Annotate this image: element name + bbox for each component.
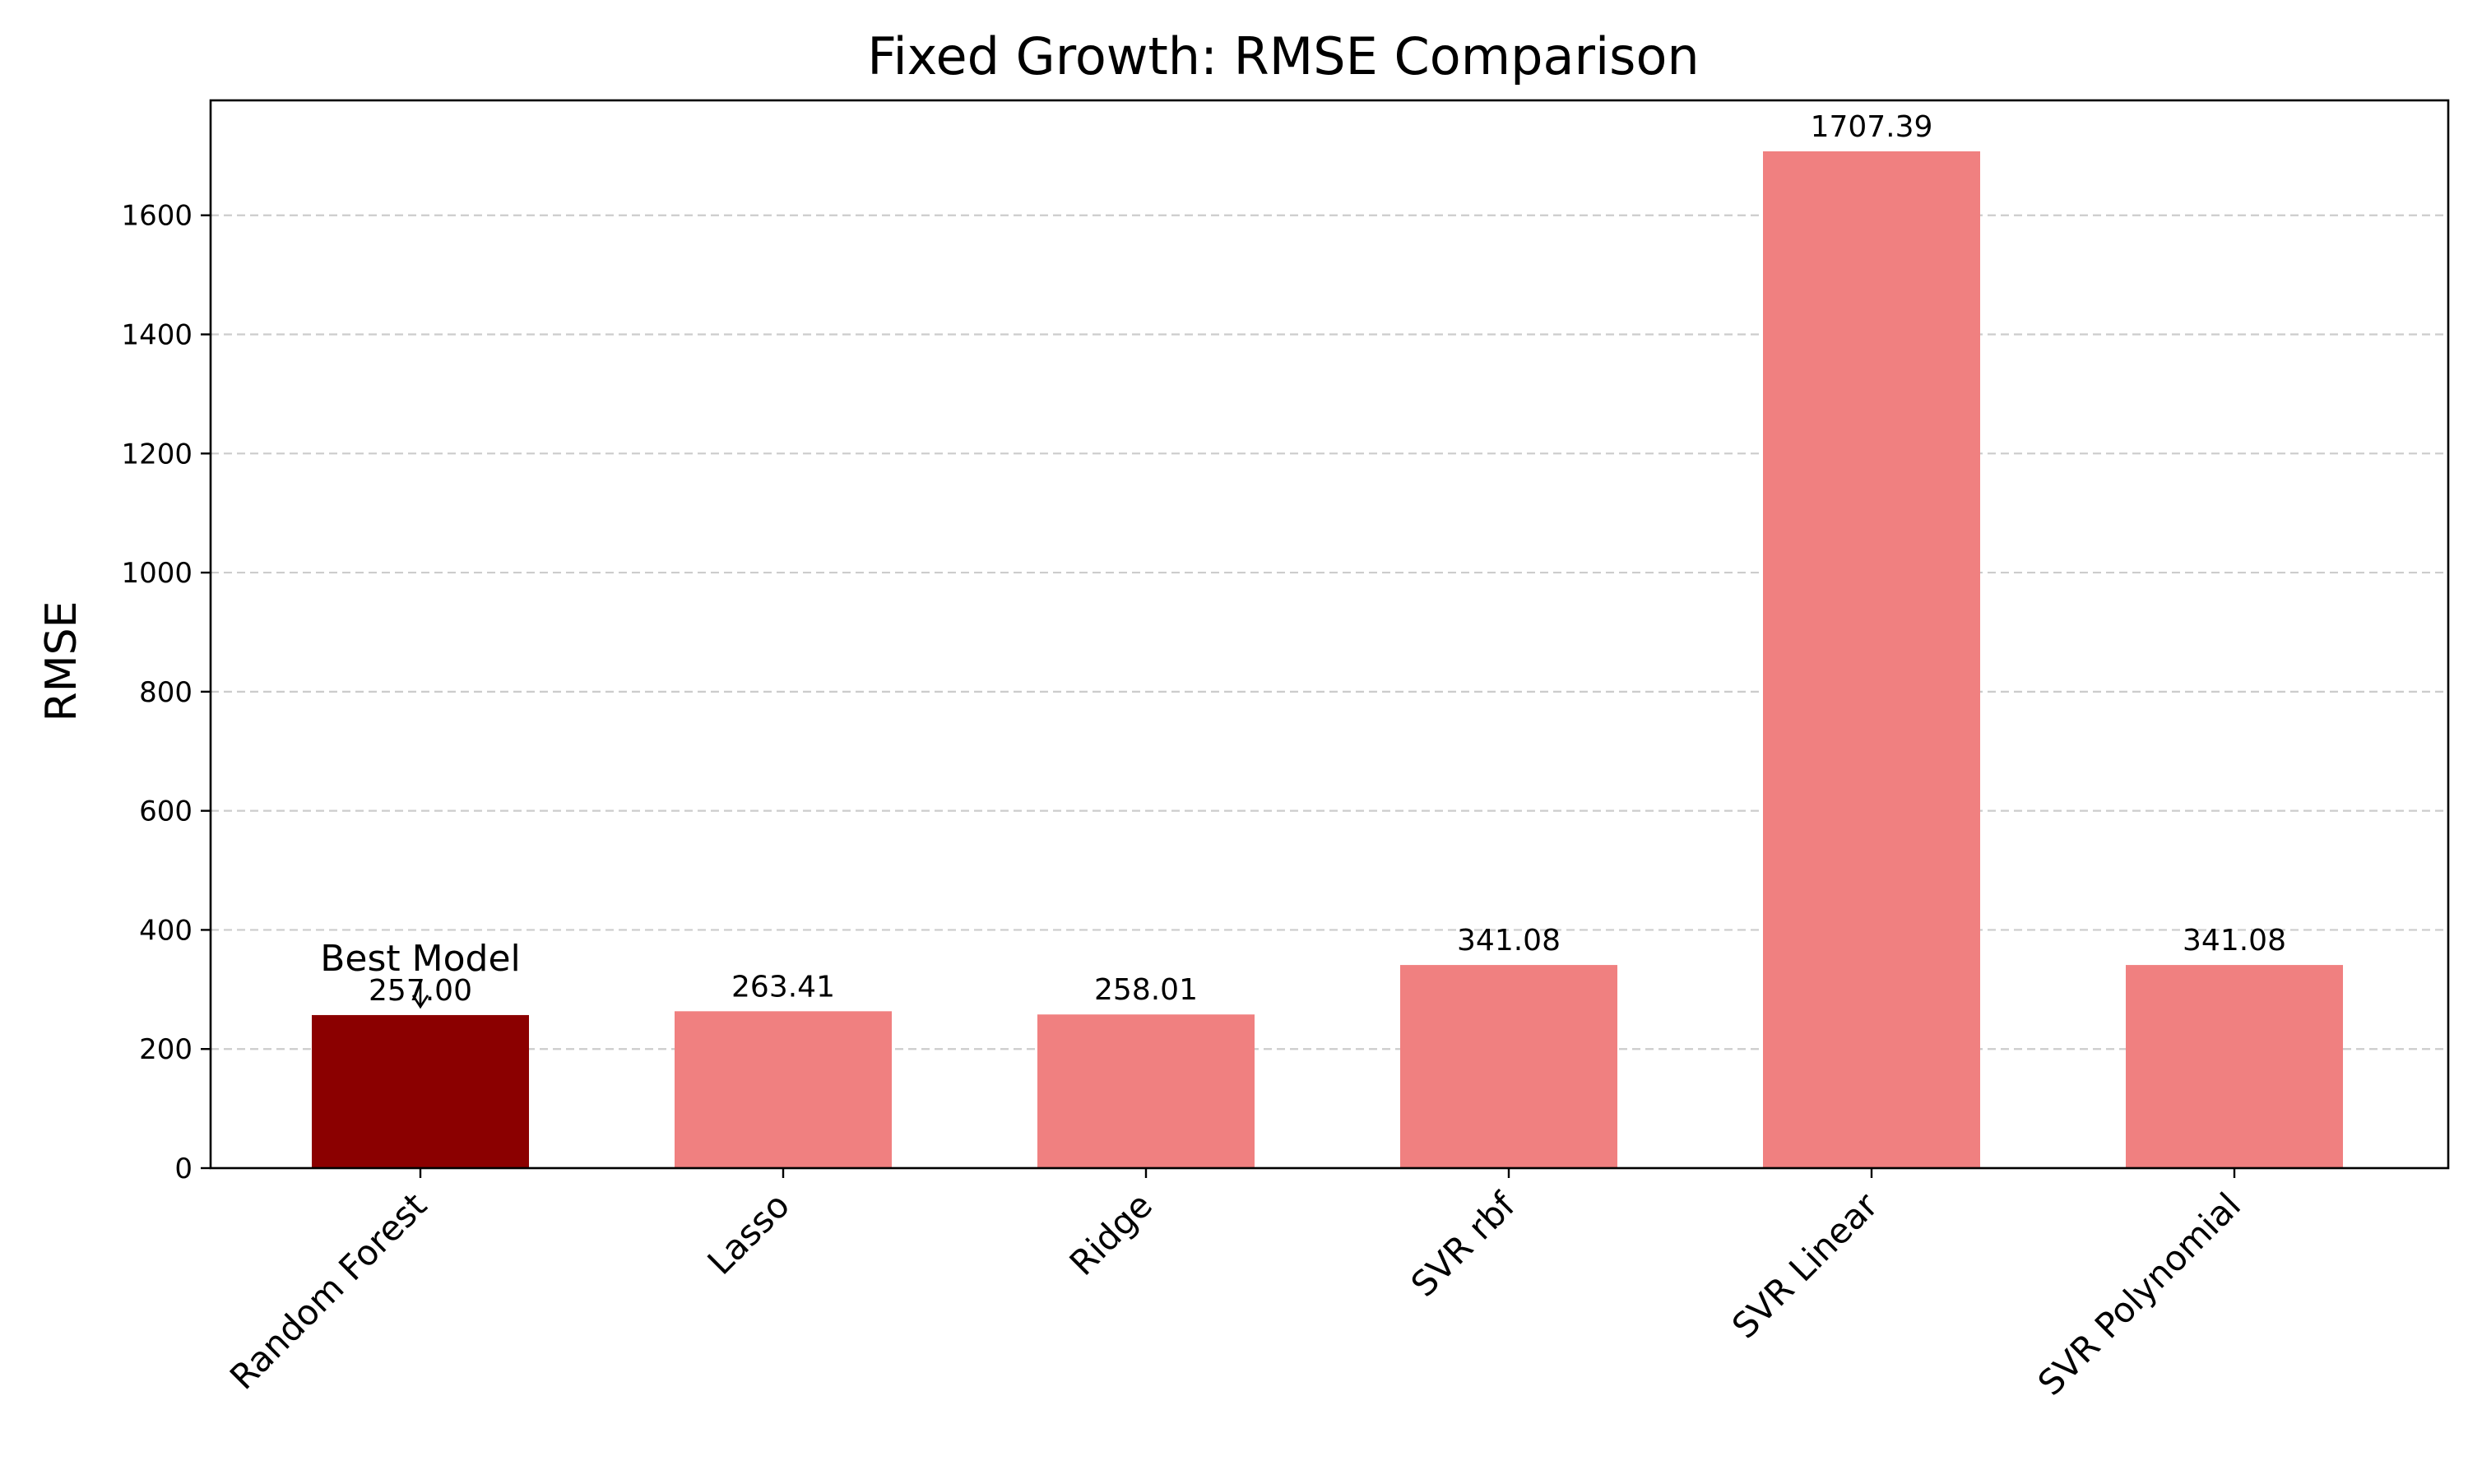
bar-ridge xyxy=(1037,1014,1255,1168)
x-tick-label: SVR Linear xyxy=(1724,1185,1886,1347)
y-tick-label: 600 xyxy=(139,795,193,828)
y-tick-label: 400 xyxy=(139,914,193,947)
bar-svr-rbf xyxy=(1400,965,1617,1168)
y-tick-label: 1000 xyxy=(121,557,193,590)
bar-value-label: 341.08 xyxy=(1457,924,1561,958)
bar-value-label: 341.08 xyxy=(2183,924,2286,958)
best-model-annotation: Best Model xyxy=(320,938,521,980)
x-tick-label: Lasso xyxy=(700,1185,798,1282)
y-tick-label: 200 xyxy=(139,1033,193,1066)
y-tick-label: 800 xyxy=(139,676,193,709)
bar-lasso xyxy=(675,1011,892,1168)
y-tick-label: 0 xyxy=(174,1152,193,1185)
gridlines xyxy=(211,214,2448,1050)
y-tick-label: 1400 xyxy=(121,319,193,352)
bar-value-label: 1707.39 xyxy=(1811,110,1933,144)
y-tick-label: 1600 xyxy=(121,200,193,233)
bar-random-forest xyxy=(312,1014,529,1168)
bar-value-label: 258.01 xyxy=(1094,973,1198,1007)
chart-title: Fixed Growth: RMSE Comparison xyxy=(867,26,1699,86)
plot-frame xyxy=(209,99,2450,1170)
x-tick-label: SVR Polynomial xyxy=(2030,1185,2248,1403)
bar-svr-polynomial xyxy=(2126,965,2343,1168)
bar-value-label: 263.41 xyxy=(731,970,835,1004)
annotation-arrow-head xyxy=(411,995,429,1009)
axes: 0 200 400 600 800 1000 1200 1400 1600 Random Fore… xyxy=(121,99,2450,1403)
bar-svr-linear xyxy=(1763,151,1980,1168)
x-tick-label: SVR rbf xyxy=(1403,1185,1524,1305)
bars xyxy=(312,151,2343,1168)
y-tick-label: 1200 xyxy=(121,438,193,471)
x-tick-label: Random Forest xyxy=(222,1185,434,1397)
x-tick-label: Ridge xyxy=(1062,1185,1161,1283)
y-axis-label: RMSE xyxy=(37,601,86,722)
annotation: Best Model xyxy=(320,938,521,1009)
